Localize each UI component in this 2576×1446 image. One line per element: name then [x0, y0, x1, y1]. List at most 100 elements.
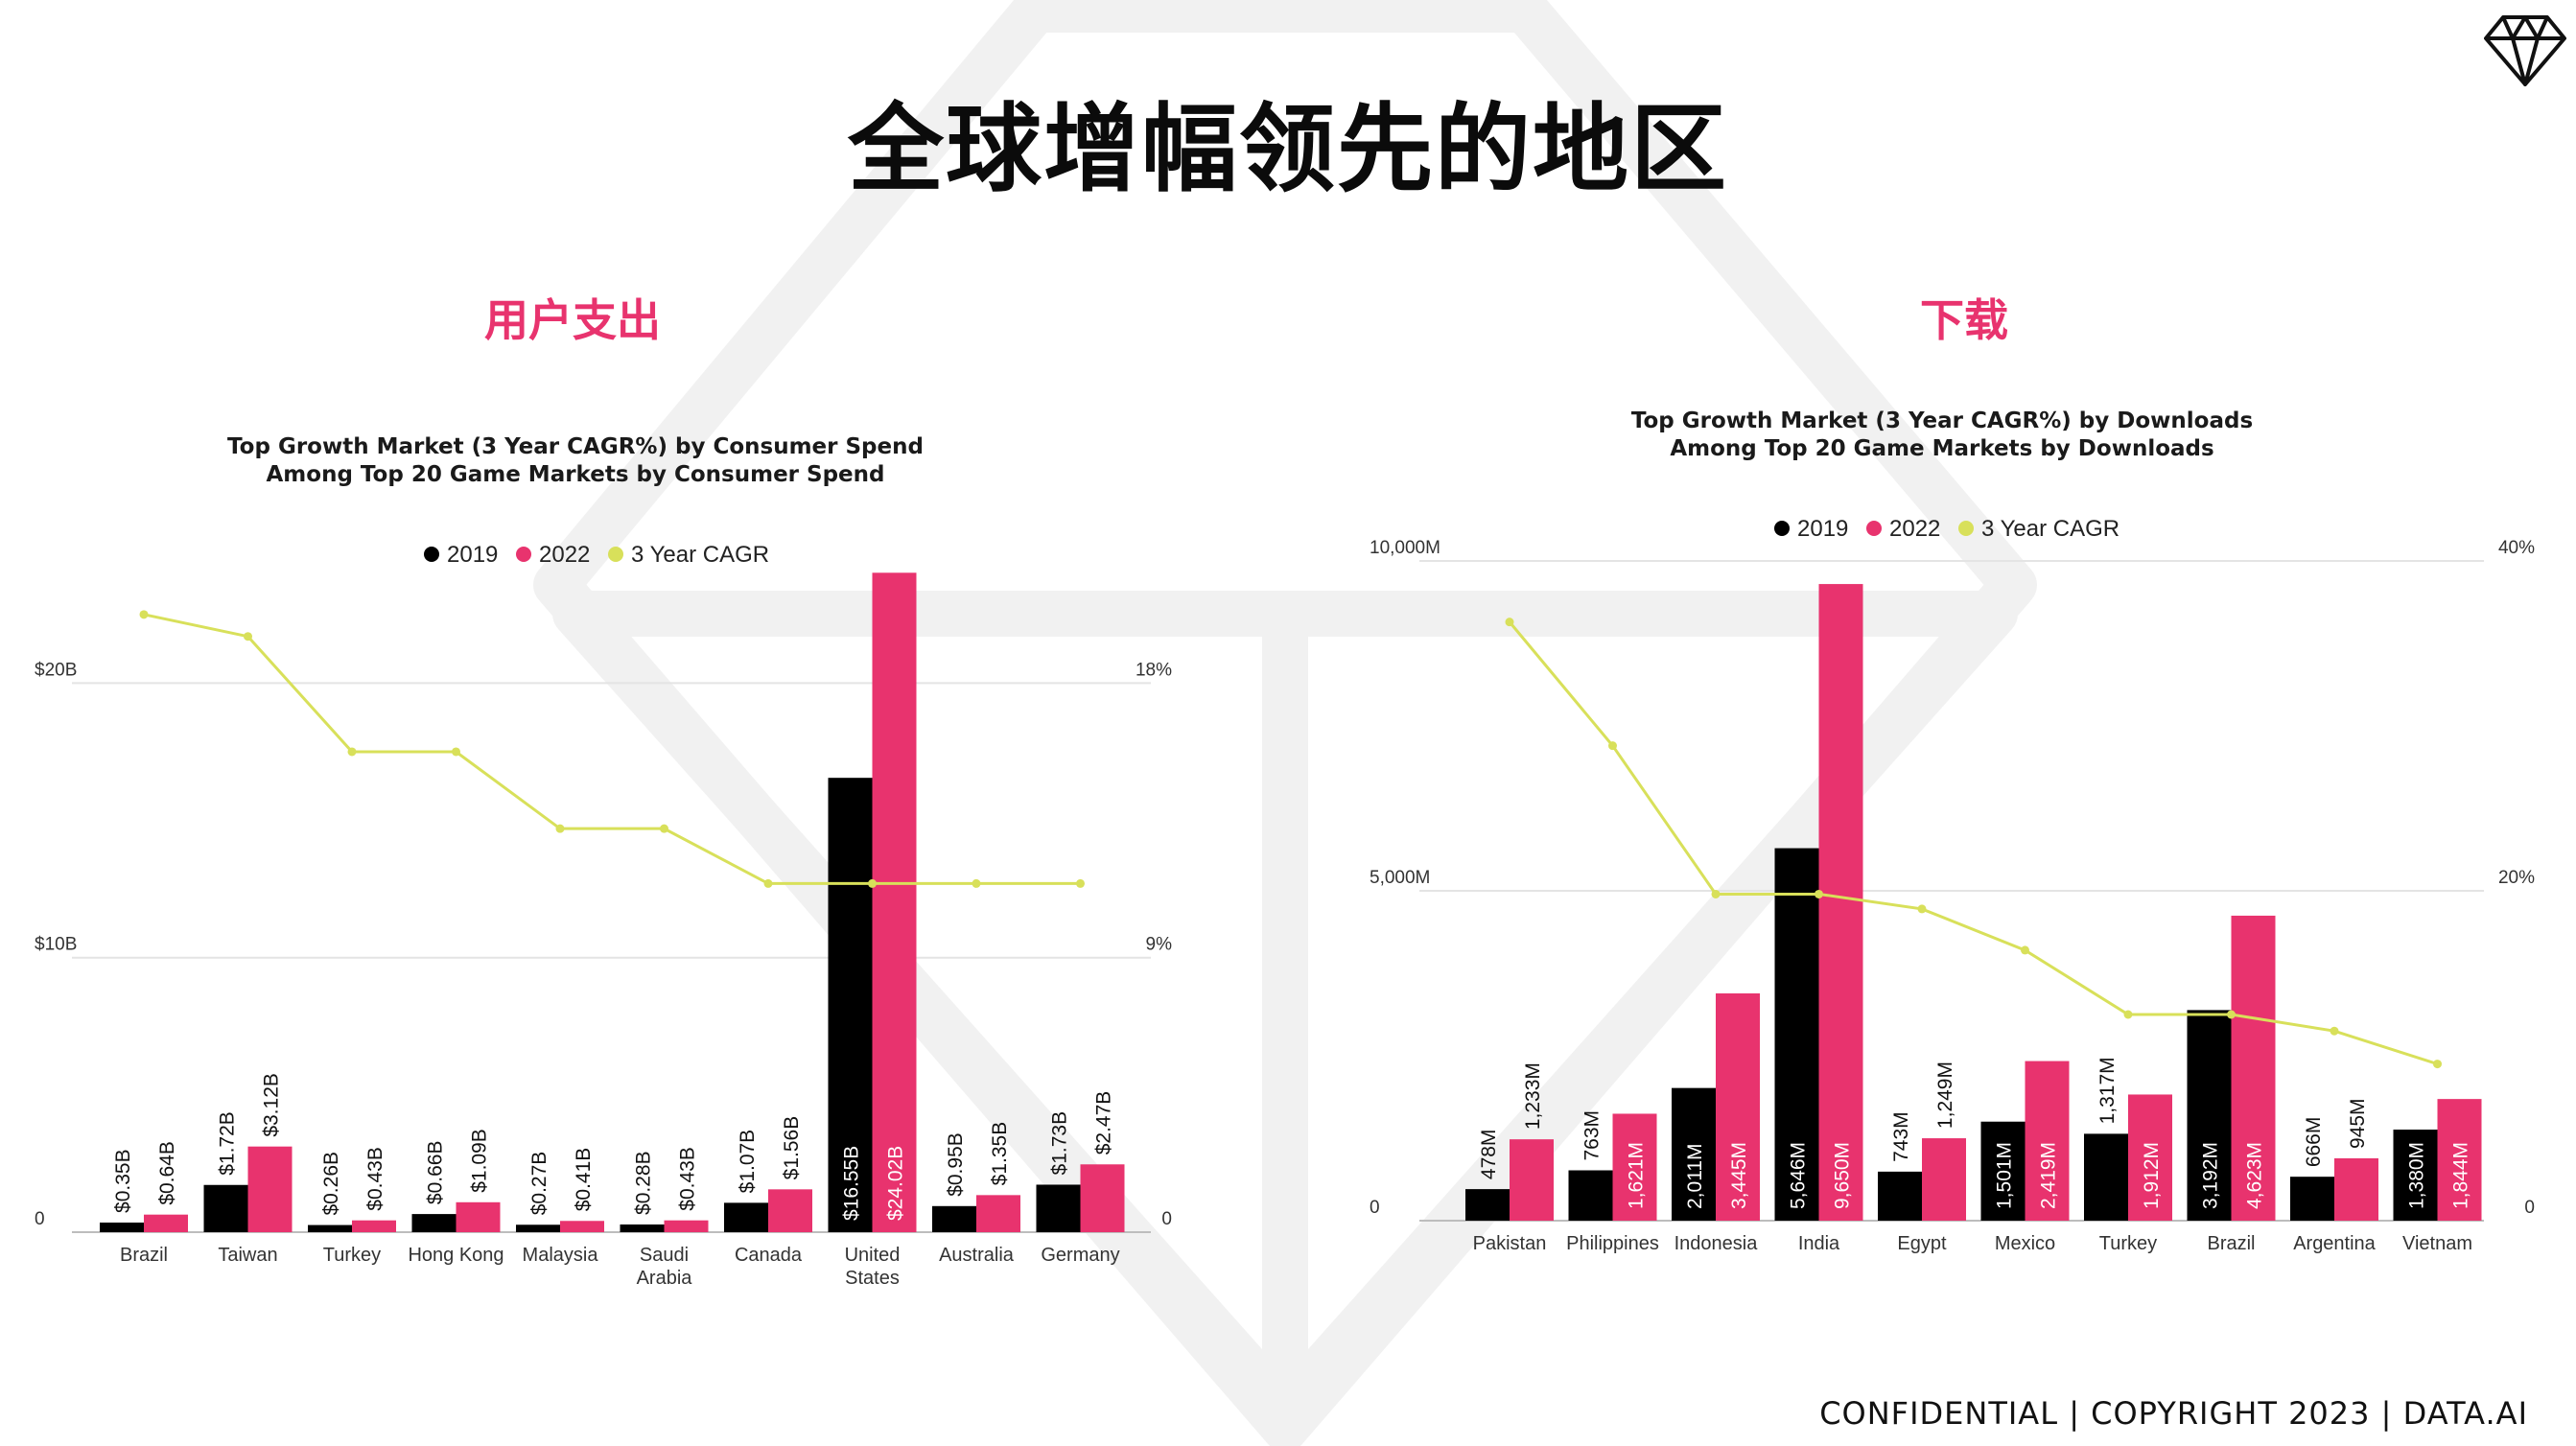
downloads-bar-2019	[2084, 1133, 2128, 1221]
spend-category-label: Canada	[735, 1245, 803, 1266]
downloads-y-tick-left: 0	[1370, 1198, 1380, 1218]
spend-category-label: Taiwan	[218, 1245, 277, 1266]
downloads-chart-title: Top Growth Market (3 Year CAGR%) by Down…	[1558, 408, 2326, 463]
spend-category-label: United	[845, 1245, 901, 1266]
downloads-category-label: Egypt	[1897, 1233, 1947, 1254]
downloads-data-label-2019: 478M	[1478, 1130, 1500, 1180]
spend-y-tick-left: $20B	[35, 660, 77, 680]
downloads-data-label-2022: 1,621M	[1626, 1142, 1648, 1209]
downloads-legend-label: 3 Year CAGR	[1981, 516, 2119, 542]
downloads-category-label: Pakistan	[1473, 1233, 1547, 1254]
spend-category-label: Malaysia	[523, 1245, 599, 1266]
downloads-bar-2022	[2025, 1061, 2070, 1221]
downloads-category-label: Indonesia	[1674, 1233, 1759, 1254]
spend-bar-2022	[1080, 1164, 1125, 1232]
spend-y-tick-left: $10B	[35, 935, 77, 955]
downloads-data-label-2022: 945M	[2347, 1098, 2369, 1149]
spend-category-label: Turkey	[323, 1245, 381, 1266]
spend-bar-2019	[724, 1202, 768, 1232]
downloads-bar-2022	[1922, 1138, 1966, 1221]
spend-chart-title-line2: Among Top 20 Game Markets by Consumer Sp…	[266, 462, 885, 487]
downloads-y-tick-right: 40%	[2498, 538, 2535, 558]
downloads-bar-2019	[1672, 1087, 1716, 1221]
downloads-data-label-2019: 1,380M	[2406, 1142, 2428, 1209]
spend-cagr-point	[868, 878, 877, 888]
downloads-cagr-point	[2227, 1010, 2236, 1019]
spend-bar-2022	[144, 1214, 188, 1232]
downloads-data-label-2022: 1,844M	[2450, 1142, 2472, 1209]
spend-data-label-2022: $0.43B	[677, 1147, 699, 1211]
spend-bar-2022	[768, 1189, 812, 1232]
section-heading-downloads: 下载	[1920, 294, 2008, 346]
spend-data-label-2022: $0.43B	[364, 1147, 386, 1211]
spend-data-label-2022: $1.09B	[469, 1129, 491, 1193]
downloads-bar-2022	[1716, 992, 1760, 1221]
spend-category-label: Australia	[939, 1245, 1015, 1266]
spend-bar-2019	[100, 1222, 144, 1232]
downloads-category-label: Philippines	[1566, 1233, 1659, 1254]
spend-data-label-2022: $3.12B	[261, 1073, 283, 1137]
downloads-category-label: Brazil	[2207, 1233, 2255, 1254]
spend-data-label-2019: $0.27B	[528, 1152, 550, 1216]
downloads-y-tick-left: 10,000M	[1370, 538, 1440, 558]
spend-bar-2022	[976, 1195, 1020, 1232]
spend-cagr-point	[1076, 878, 1085, 888]
spend-legend-label: 3 Year CAGR	[631, 542, 769, 568]
diamond-logo-icon	[2484, 15, 2566, 86]
spend-data-label-2019: $0.26B	[320, 1152, 342, 1216]
spend-data-label-2022: $1.56B	[781, 1116, 803, 1180]
spend-data-label-2022: $2.47B	[1093, 1091, 1115, 1155]
downloads-cagr-point	[2330, 1026, 2339, 1036]
downloads-bar-2019	[1878, 1171, 1922, 1221]
downloads-bar-2022	[2128, 1094, 2172, 1221]
spend-data-label-2019: $0.28B	[633, 1151, 655, 1215]
downloads-data-label-2022: 1,912M	[2141, 1142, 2163, 1209]
downloads-cagr-point	[1917, 904, 1927, 914]
spend-category-label: States	[845, 1268, 900, 1289]
spend-y-tick-right: 0	[1161, 1209, 1172, 1229]
downloads-legend-marker-1	[1866, 521, 1882, 536]
downloads-data-label-2022: 9,650M	[1832, 1142, 1854, 1209]
spend-cagr-point	[244, 632, 252, 641]
downloads-y-tick-right: 20%	[2498, 868, 2535, 888]
downloads-cagr-line	[1508, 620, 2438, 1066]
downloads-category-label: Turkey	[2099, 1233, 2157, 1254]
downloads-cagr-point	[2123, 1010, 2133, 1019]
spend-bar-2019	[1036, 1184, 1081, 1232]
downloads-bar-2019	[1980, 1121, 2026, 1221]
downloads-data-label-2019: 743M	[1890, 1111, 1912, 1162]
page-title: 全球增幅领先的地区	[848, 93, 1728, 205]
downloads-category-label: India	[1798, 1233, 1840, 1254]
downloads-category-label: Vietnam	[2402, 1233, 2472, 1254]
spend-category-label: Brazil	[120, 1245, 168, 1266]
spend-data-label-2019: $1.07B	[737, 1130, 759, 1194]
downloads-legend-label: 2019	[1797, 516, 1848, 542]
downloads-data-label-2022: 4,623M	[2244, 1142, 2266, 1209]
spend-cagr-point	[139, 610, 149, 619]
spend-cagr-point	[763, 878, 773, 888]
spend-data-label-2019: $1.73B	[1049, 1111, 1071, 1176]
downloads-data-label-2019: 2,011M	[1684, 1144, 1706, 1210]
downloads-cagr-point	[2021, 945, 2029, 955]
spend-bar-2019	[516, 1224, 560, 1232]
downloads-bar-2022	[1818, 584, 1863, 1221]
spend-y-tick-left: 0	[35, 1209, 45, 1229]
downloads-data-label-2019: 1,501M	[1994, 1142, 2016, 1209]
downloads-data-label-2022: 3,445M	[1728, 1142, 1750, 1209]
spend-legend-marker-1	[516, 547, 531, 562]
downloads-cagr-point	[1815, 889, 1823, 898]
downloads-bar-2022	[2437, 1099, 2482, 1221]
downloads-legend-label: 2022	[1889, 516, 1940, 542]
spend-bar-2019	[932, 1205, 976, 1232]
spend-bar-2022	[560, 1221, 604, 1232]
downloads-bar-2022	[1510, 1139, 1554, 1221]
spend-y-tick-right: 9%	[1146, 935, 1173, 955]
spend-y-tick-right: 18%	[1136, 660, 1172, 680]
spend-cagr-point	[660, 824, 668, 833]
downloads-data-label-2019: 1,317M	[2096, 1057, 2119, 1124]
spend-data-label-2019: $0.66B	[425, 1141, 447, 1205]
spend-cagr-point	[347, 747, 357, 757]
spend-legend-label: 2019	[447, 542, 498, 568]
